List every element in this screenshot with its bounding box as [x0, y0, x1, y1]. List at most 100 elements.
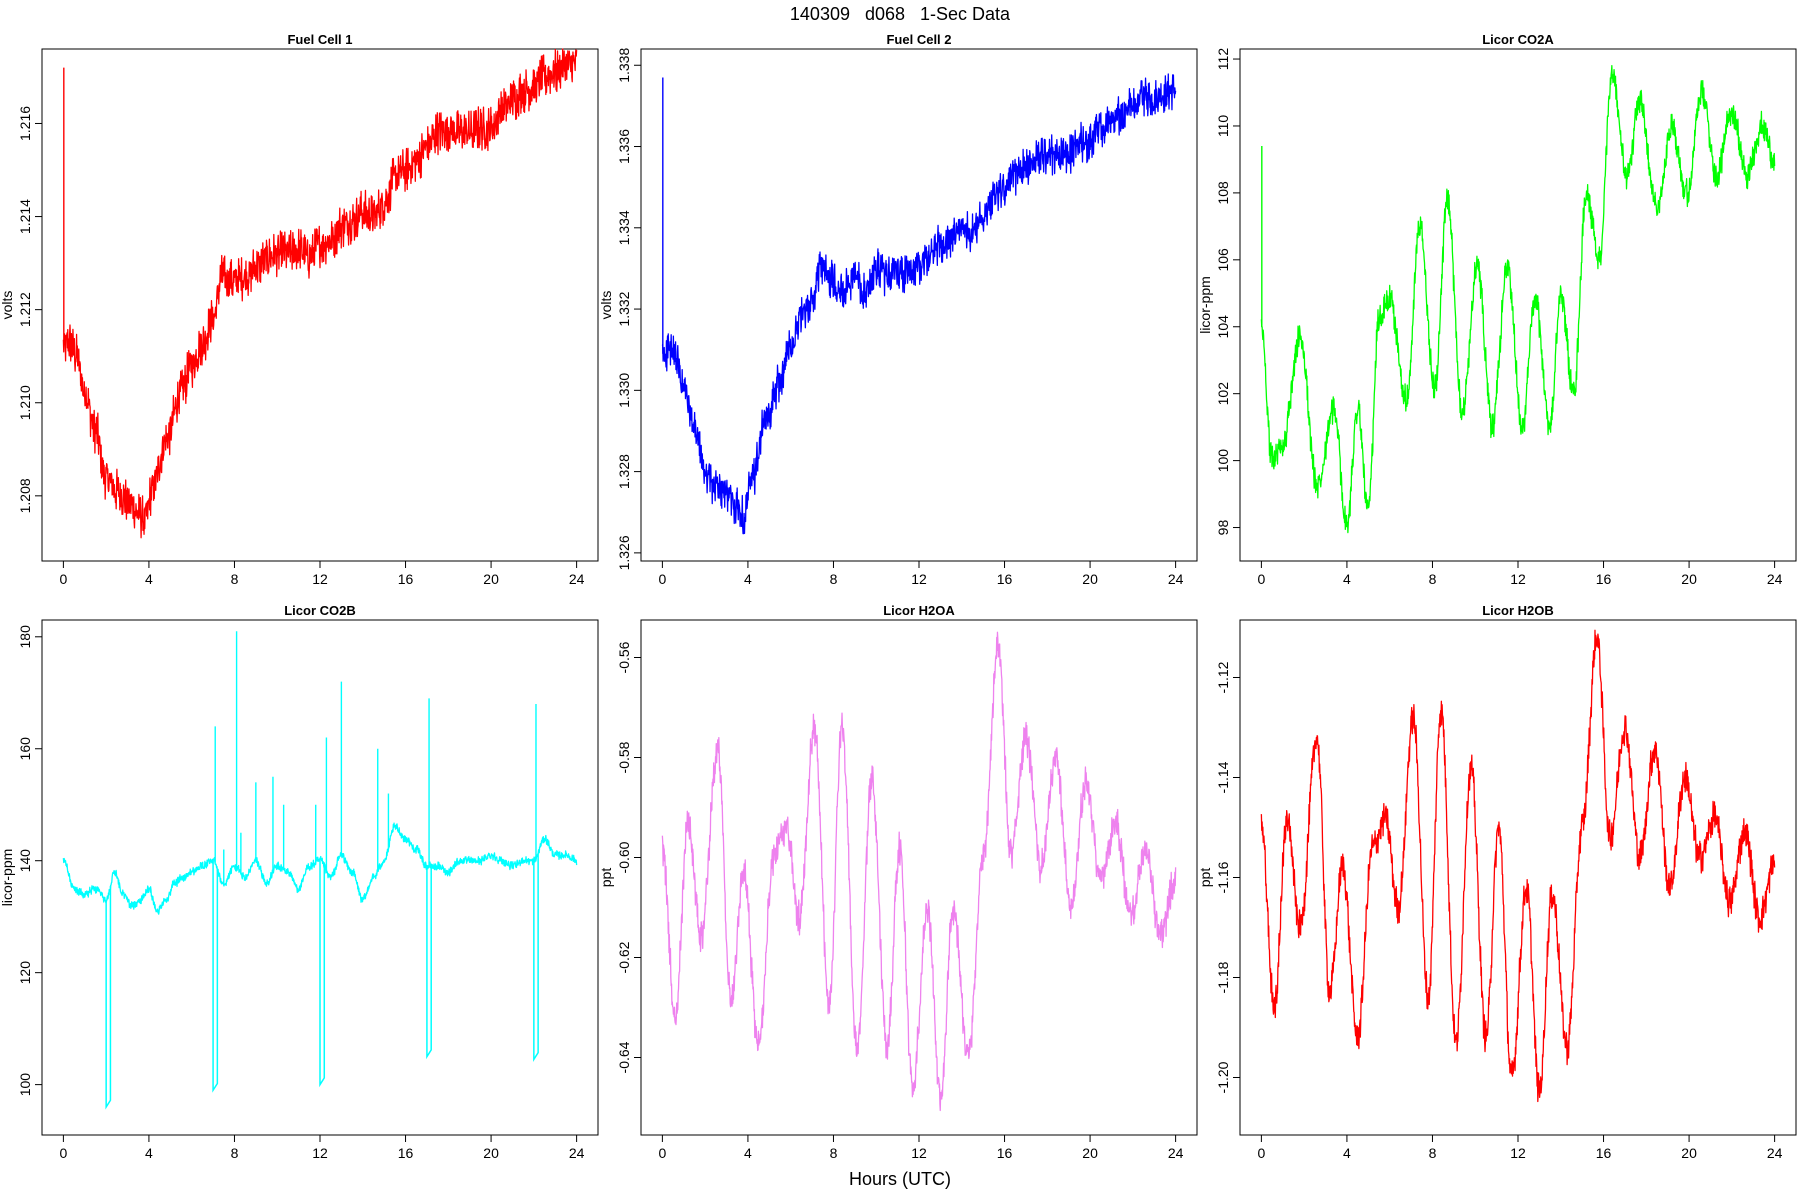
y-tick-label: 1.216	[17, 106, 33, 141]
y-tick-label: 180	[17, 625, 33, 649]
x-tick-label: 12	[1510, 1145, 1526, 1161]
y-tick-label: 1.212	[17, 292, 33, 327]
x-tick-label: 24	[1767, 1145, 1783, 1161]
y-tick-label: 1.334	[616, 210, 632, 245]
series-line	[1260, 65, 1776, 534]
chart-panel-5: Licor H2OA ppt 0 4 8 12 16 20 24 -0.64 -0.62 -0.60 -…	[598, 603, 1198, 1161]
x-tick-label: 12	[911, 1145, 927, 1161]
panel-title: Licor H2OB	[1482, 603, 1554, 618]
y-tick-label: 1.214	[17, 199, 33, 234]
y-tick-label: -0.62	[616, 941, 632, 973]
page-title: 140309 d068 1-Sec Data	[789, 4, 1011, 24]
y-axis-label: volts	[598, 291, 614, 320]
y-axis-label: licor-ppm	[1197, 276, 1213, 334]
x-tick-label: 4	[1343, 571, 1351, 587]
y-tick-label: 1.338	[616, 48, 632, 83]
y-tick-label: -1.20	[1215, 1061, 1231, 1093]
x-tick-label: 0	[1257, 1145, 1265, 1161]
y-tick-label: -0.64	[616, 1041, 632, 1073]
x-tick-label: 20	[1681, 571, 1697, 587]
y-tick-label: 160	[17, 737, 33, 761]
y-tick-label: 120	[17, 961, 33, 985]
y-tick-label: 1.328	[616, 454, 632, 489]
y-tick-label: 100	[17, 1073, 33, 1097]
panel-title: Fuel Cell 2	[886, 32, 951, 47]
y-tick-label: -0.58	[616, 741, 632, 773]
x-tick-label: 8	[830, 1145, 838, 1161]
x-tick-label: 20	[1082, 1145, 1098, 1161]
y-tick-label: 108	[1215, 181, 1231, 205]
panel-title: Fuel Cell 1	[287, 32, 352, 47]
y-tick-label: 102	[1215, 382, 1231, 406]
y-tick-label: -1.16	[1215, 861, 1231, 893]
x-tick-label: 4	[1343, 1145, 1351, 1161]
chart-panel-6: Licor H2OB ppt 0 4 8 12 16 20 24 -1.20 -1.18 -1.16 -…	[1197, 603, 1797, 1161]
x-tick-label: 8	[830, 571, 838, 587]
y-tick-label: 1.330	[616, 373, 632, 408]
x-tick-label: 20	[1082, 571, 1098, 587]
y-tick-label: 98	[1215, 520, 1231, 536]
x-tick-label: 0	[59, 1145, 67, 1161]
x-tick-label: 24	[569, 571, 585, 587]
y-axis-label: ppt	[598, 868, 614, 888]
y-tick-label: 1.326	[616, 535, 632, 570]
y-tick-label: 140	[17, 849, 33, 873]
x-tick-label: 20	[483, 1145, 499, 1161]
y-tick-label: 100	[1215, 449, 1231, 473]
series-line	[661, 631, 1177, 1112]
x-tick-label: 20	[1681, 1145, 1697, 1161]
x-tick-label: 12	[911, 571, 927, 587]
x-tick-label: 16	[1596, 1145, 1612, 1161]
plot-frame	[1239, 48, 1797, 562]
panel-title: Licor CO2B	[284, 603, 356, 618]
x-tick-label: 0	[658, 1145, 666, 1161]
series-dip	[212, 860, 219, 1093]
series-dip	[319, 860, 326, 1088]
series-line	[62, 822, 578, 915]
x-tick-label: 0	[59, 571, 67, 587]
x-tick-label: 4	[145, 571, 153, 587]
x-axis-title: Hours (UTC)	[849, 1169, 951, 1189]
chart-panel-2: Fuel Cell 2 volts 0 4 8 12 16 20 24 1.326 1.328 1.3…	[598, 32, 1198, 587]
chart-panel-4: Licor CO2B licor-ppm 0 4 8 12 16 20 24 100 120 140 1…	[0, 603, 599, 1161]
x-tick-label: 24	[1168, 571, 1184, 587]
chart-panel-1: Fuel Cell 1 volts 0 4 8 12 16 20 24 1.208 1.210 1.2…	[0, 32, 599, 587]
x-tick-label: 16	[997, 1145, 1013, 1161]
x-tick-label: 24	[1168, 1145, 1184, 1161]
x-tick-label: 0	[658, 571, 666, 587]
y-tick-label: 1.332	[616, 291, 632, 326]
x-tick-label: 8	[231, 571, 239, 587]
y-tick-label: -0.60	[616, 841, 632, 873]
x-tick-label: 4	[145, 1145, 153, 1161]
x-tick-label: 20	[483, 571, 499, 587]
y-tick-label: 1.208	[17, 478, 33, 513]
x-tick-label: 24	[569, 1145, 585, 1161]
y-tick-label: 106	[1215, 248, 1231, 272]
y-tick-label: 1.210	[17, 385, 33, 420]
series-dip	[105, 885, 112, 1110]
x-tick-label: 4	[744, 571, 752, 587]
y-tick-label: 104	[1215, 315, 1231, 339]
y-tick-label: 112	[1215, 48, 1231, 71]
x-tick-label: 24	[1767, 571, 1783, 587]
x-tick-label: 12	[312, 1145, 328, 1161]
y-tick-label: -1.12	[1215, 661, 1231, 693]
x-tick-label: 12	[312, 571, 328, 587]
x-tick-label: 8	[231, 1145, 239, 1161]
x-tick-label: 16	[1596, 571, 1612, 587]
series-line	[661, 73, 1177, 535]
y-axis-label: licor-ppm	[0, 849, 15, 907]
y-tick-label: 1.336	[616, 129, 632, 164]
x-tick-label: 16	[398, 571, 414, 587]
series-dip	[533, 852, 539, 1063]
y-axis-label: ppt	[1197, 868, 1213, 888]
x-tick-label: 0	[1257, 571, 1265, 587]
series-line	[1260, 629, 1776, 1103]
x-tick-label: 8	[1429, 1145, 1437, 1161]
x-tick-label: 8	[1429, 571, 1437, 587]
panel-title: Licor CO2A	[1482, 32, 1554, 47]
series-line	[62, 48, 578, 539]
series-dip	[426, 866, 432, 1060]
x-tick-label: 12	[1510, 571, 1526, 587]
